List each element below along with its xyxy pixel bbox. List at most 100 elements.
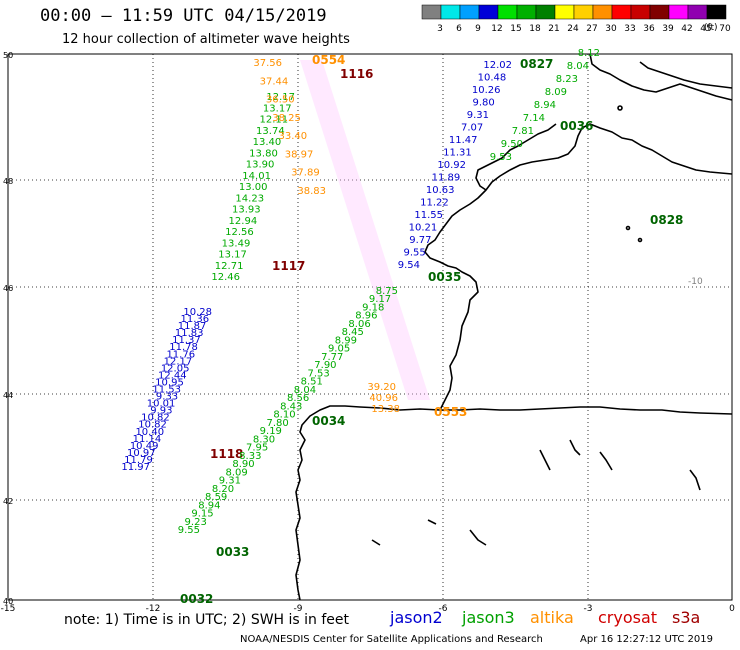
- colorbar-label: 30: [605, 24, 617, 34]
- track-jason2: 11.9711.7910.9710.4911.1410.4010.8210.82…: [121, 307, 243, 473]
- colorbar-bin: [706, 4, 727, 20]
- wave-height-label: 12.05: [161, 363, 190, 374]
- colorbar-label: 45: [700, 24, 711, 34]
- track-time-label: 0554: [312, 53, 345, 67]
- wave-height-label: 7.14: [523, 113, 545, 124]
- wave-height-label: 7.81: [512, 126, 534, 137]
- track-jason3: 0034: [312, 414, 345, 428]
- colorbar-label: 15: [510, 24, 521, 34]
- wave-height-label: 8.45: [342, 327, 364, 338]
- colorbar-bin: [516, 4, 537, 20]
- colorbar-label: 39: [662, 24, 674, 34]
- track-jason3: 9.559.239.158.948.598.209.318.098.908.33…: [178, 286, 398, 559]
- wave-height-label: 8.59: [205, 492, 227, 503]
- colorbar-bin: [478, 4, 499, 20]
- wave-height-label: 12.11: [259, 115, 288, 126]
- lon-tick-label: -6: [439, 604, 448, 614]
- wave-height-label: 8.04: [294, 385, 316, 396]
- wave-height-label: 12.46: [211, 272, 240, 283]
- swath-band: [300, 60, 430, 400]
- france-coastline: [424, 123, 733, 411]
- wave-height-label: 8.56: [287, 393, 309, 404]
- wave-height-label: 8.09: [545, 87, 567, 98]
- wave-height-label: 7.07: [461, 123, 483, 134]
- colorbar-label: 18: [529, 24, 541, 34]
- footnote: note: 1) Time is in UTC; 2) SWH is in fe…: [64, 612, 350, 628]
- wave-height-label: 10.01: [147, 399, 176, 410]
- wave-height-label: 10.82: [138, 420, 167, 431]
- wave-height-label: 33.40: [279, 131, 308, 142]
- gridlines: [8, 54, 732, 600]
- england-coastline: [589, 53, 733, 101]
- wave-height-label: 12.02: [483, 60, 512, 71]
- colorbar-bin: [649, 4, 670, 20]
- wave-height-label: 8.33: [239, 451, 261, 462]
- wave-height-label: 8.23: [556, 74, 578, 85]
- track-jason3: 8.12 8.04 8.23 8.09 8.94 7.14 7.81 9.50 9.53 0827: [490, 48, 600, 163]
- wave-height-label: 8.09: [226, 467, 248, 478]
- lon-tick-label: 0: [729, 604, 735, 614]
- colorbar-bin: [611, 4, 632, 20]
- wave-height-label: 8.99: [335, 335, 357, 346]
- map-frame: [7, 53, 733, 601]
- colorbar: 3 6 9 12 15 18 21 24 27 30 33 36 39 42 45 70: [421, 4, 731, 34]
- colorbar-bin: [421, 4, 442, 20]
- wave-height-label: 10.49: [130, 441, 159, 452]
- satellite-legend: s3a: [672, 608, 700, 627]
- island-marker: [617, 105, 623, 111]
- wave-height-label: 9.05: [328, 344, 350, 355]
- wave-height-label: 40.96: [369, 393, 398, 404]
- wave-height-label: 11.76: [166, 349, 195, 360]
- wave-height-label: 12.56: [225, 227, 254, 238]
- wave-height-label: 7.90: [314, 360, 336, 371]
- wave-height-label: 12.71: [215, 261, 244, 272]
- lon-tick-label: -12: [146, 604, 161, 614]
- satellite-legend: jason2: [390, 608, 443, 627]
- colorbar-bin: [535, 4, 556, 20]
- wave-height-label: 9.17: [369, 294, 391, 305]
- wave-height-label: 9.55: [178, 525, 200, 536]
- track-jason3: 0032: [180, 592, 213, 606]
- wave-height-label: 13.80: [249, 148, 278, 159]
- lat-tick-label: 50: [3, 51, 13, 60]
- satellite-legend: altika: [530, 608, 574, 627]
- track-time-label: 0828: [650, 213, 683, 227]
- wave-height-label: 13.38: [371, 404, 400, 415]
- colorbar-label: 6: [456, 24, 462, 34]
- lat-tick-label: 46: [3, 284, 13, 293]
- wave-height-label: 8.20: [212, 484, 234, 495]
- wave-height-label: 13.40: [253, 137, 282, 148]
- wave-height-label: 11.78: [169, 342, 198, 353]
- lat-tick-label: 40: [3, 597, 13, 606]
- track-time-label: 0034: [312, 414, 345, 428]
- wave-height-label: 37.44: [260, 76, 289, 87]
- wave-height-label: 10.95: [155, 377, 184, 388]
- wave-height-label: 11.97: [121, 462, 150, 473]
- wave-height-label: 8.90: [232, 459, 254, 470]
- river-fragment: [427, 519, 437, 525]
- wave-height-label: 9.19: [260, 426, 282, 437]
- wave-height-label: 7.53: [307, 368, 329, 379]
- wave-height-label: 9.23: [185, 517, 207, 528]
- colorbar-label: 12: [491, 24, 502, 34]
- wave-height-label: 9.31: [219, 476, 241, 487]
- wave-height-label: 8.04: [567, 61, 589, 72]
- wave-height-label: 11.37: [172, 335, 201, 346]
- brittany-coastline: [475, 123, 557, 191]
- wave-height-label: 37.89: [291, 168, 320, 179]
- wave-height-label: 8.12: [578, 48, 600, 59]
- axis-labels: -15 -12 -9 -6 -3 0 50 48 46 44 42 40 -10: [1, 51, 735, 614]
- wave-height-label: 11.31: [443, 148, 472, 159]
- track-time-label: 1116: [340, 67, 373, 81]
- lon-tick-label: -9: [294, 604, 303, 614]
- track-jason3: 0036: [560, 119, 593, 133]
- lat-tick-label: 42: [3, 497, 13, 506]
- wave-height-label: 12.94: [229, 216, 258, 227]
- wave-height-label: 9.33: [156, 392, 178, 403]
- river-fragment: [469, 529, 487, 546]
- wave-height-label: 8.96: [355, 311, 377, 322]
- wave-height-label: 11.53: [152, 385, 181, 396]
- generated-timestamp: Apr 16 12:27:12 UTC 2019: [580, 634, 713, 645]
- wave-height-label: 10.97: [127, 448, 156, 459]
